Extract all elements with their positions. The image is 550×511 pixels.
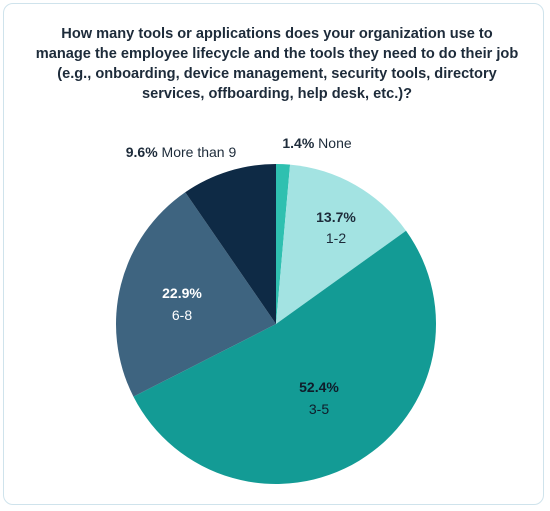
slice-category-6-8: 6-8 [172, 307, 192, 323]
slice-category-3-5: 3-5 [309, 401, 329, 417]
slice-category-1-2: 1-2 [326, 230, 346, 246]
pie-slice-6-8 [115, 192, 277, 397]
pie-slice-3-5 [133, 230, 437, 485]
slice-percent-1-2: 13.7% [316, 209, 356, 225]
slice-percent-6-8: 22.9% [162, 285, 202, 301]
chart-title: How many tools or applications does your… [35, 26, 519, 102]
slice-percent-3-5: 52.4% [299, 379, 339, 395]
pie-slice-more-than-9 [185, 164, 276, 324]
slice-label-more-than-9: 9.6% More than 9 [126, 144, 237, 160]
pie-slice-1-2 [276, 164, 407, 324]
slice-percent-more-than-9: 9.6% [126, 144, 158, 160]
slice-percent-none: 1.4% [282, 135, 314, 151]
slice-label-none: 1.4% None [282, 135, 351, 151]
slice-category-more-than-9: More than 9 [158, 144, 237, 160]
slice-category-none: None [314, 135, 352, 151]
pie-slice-none [276, 164, 291, 324]
